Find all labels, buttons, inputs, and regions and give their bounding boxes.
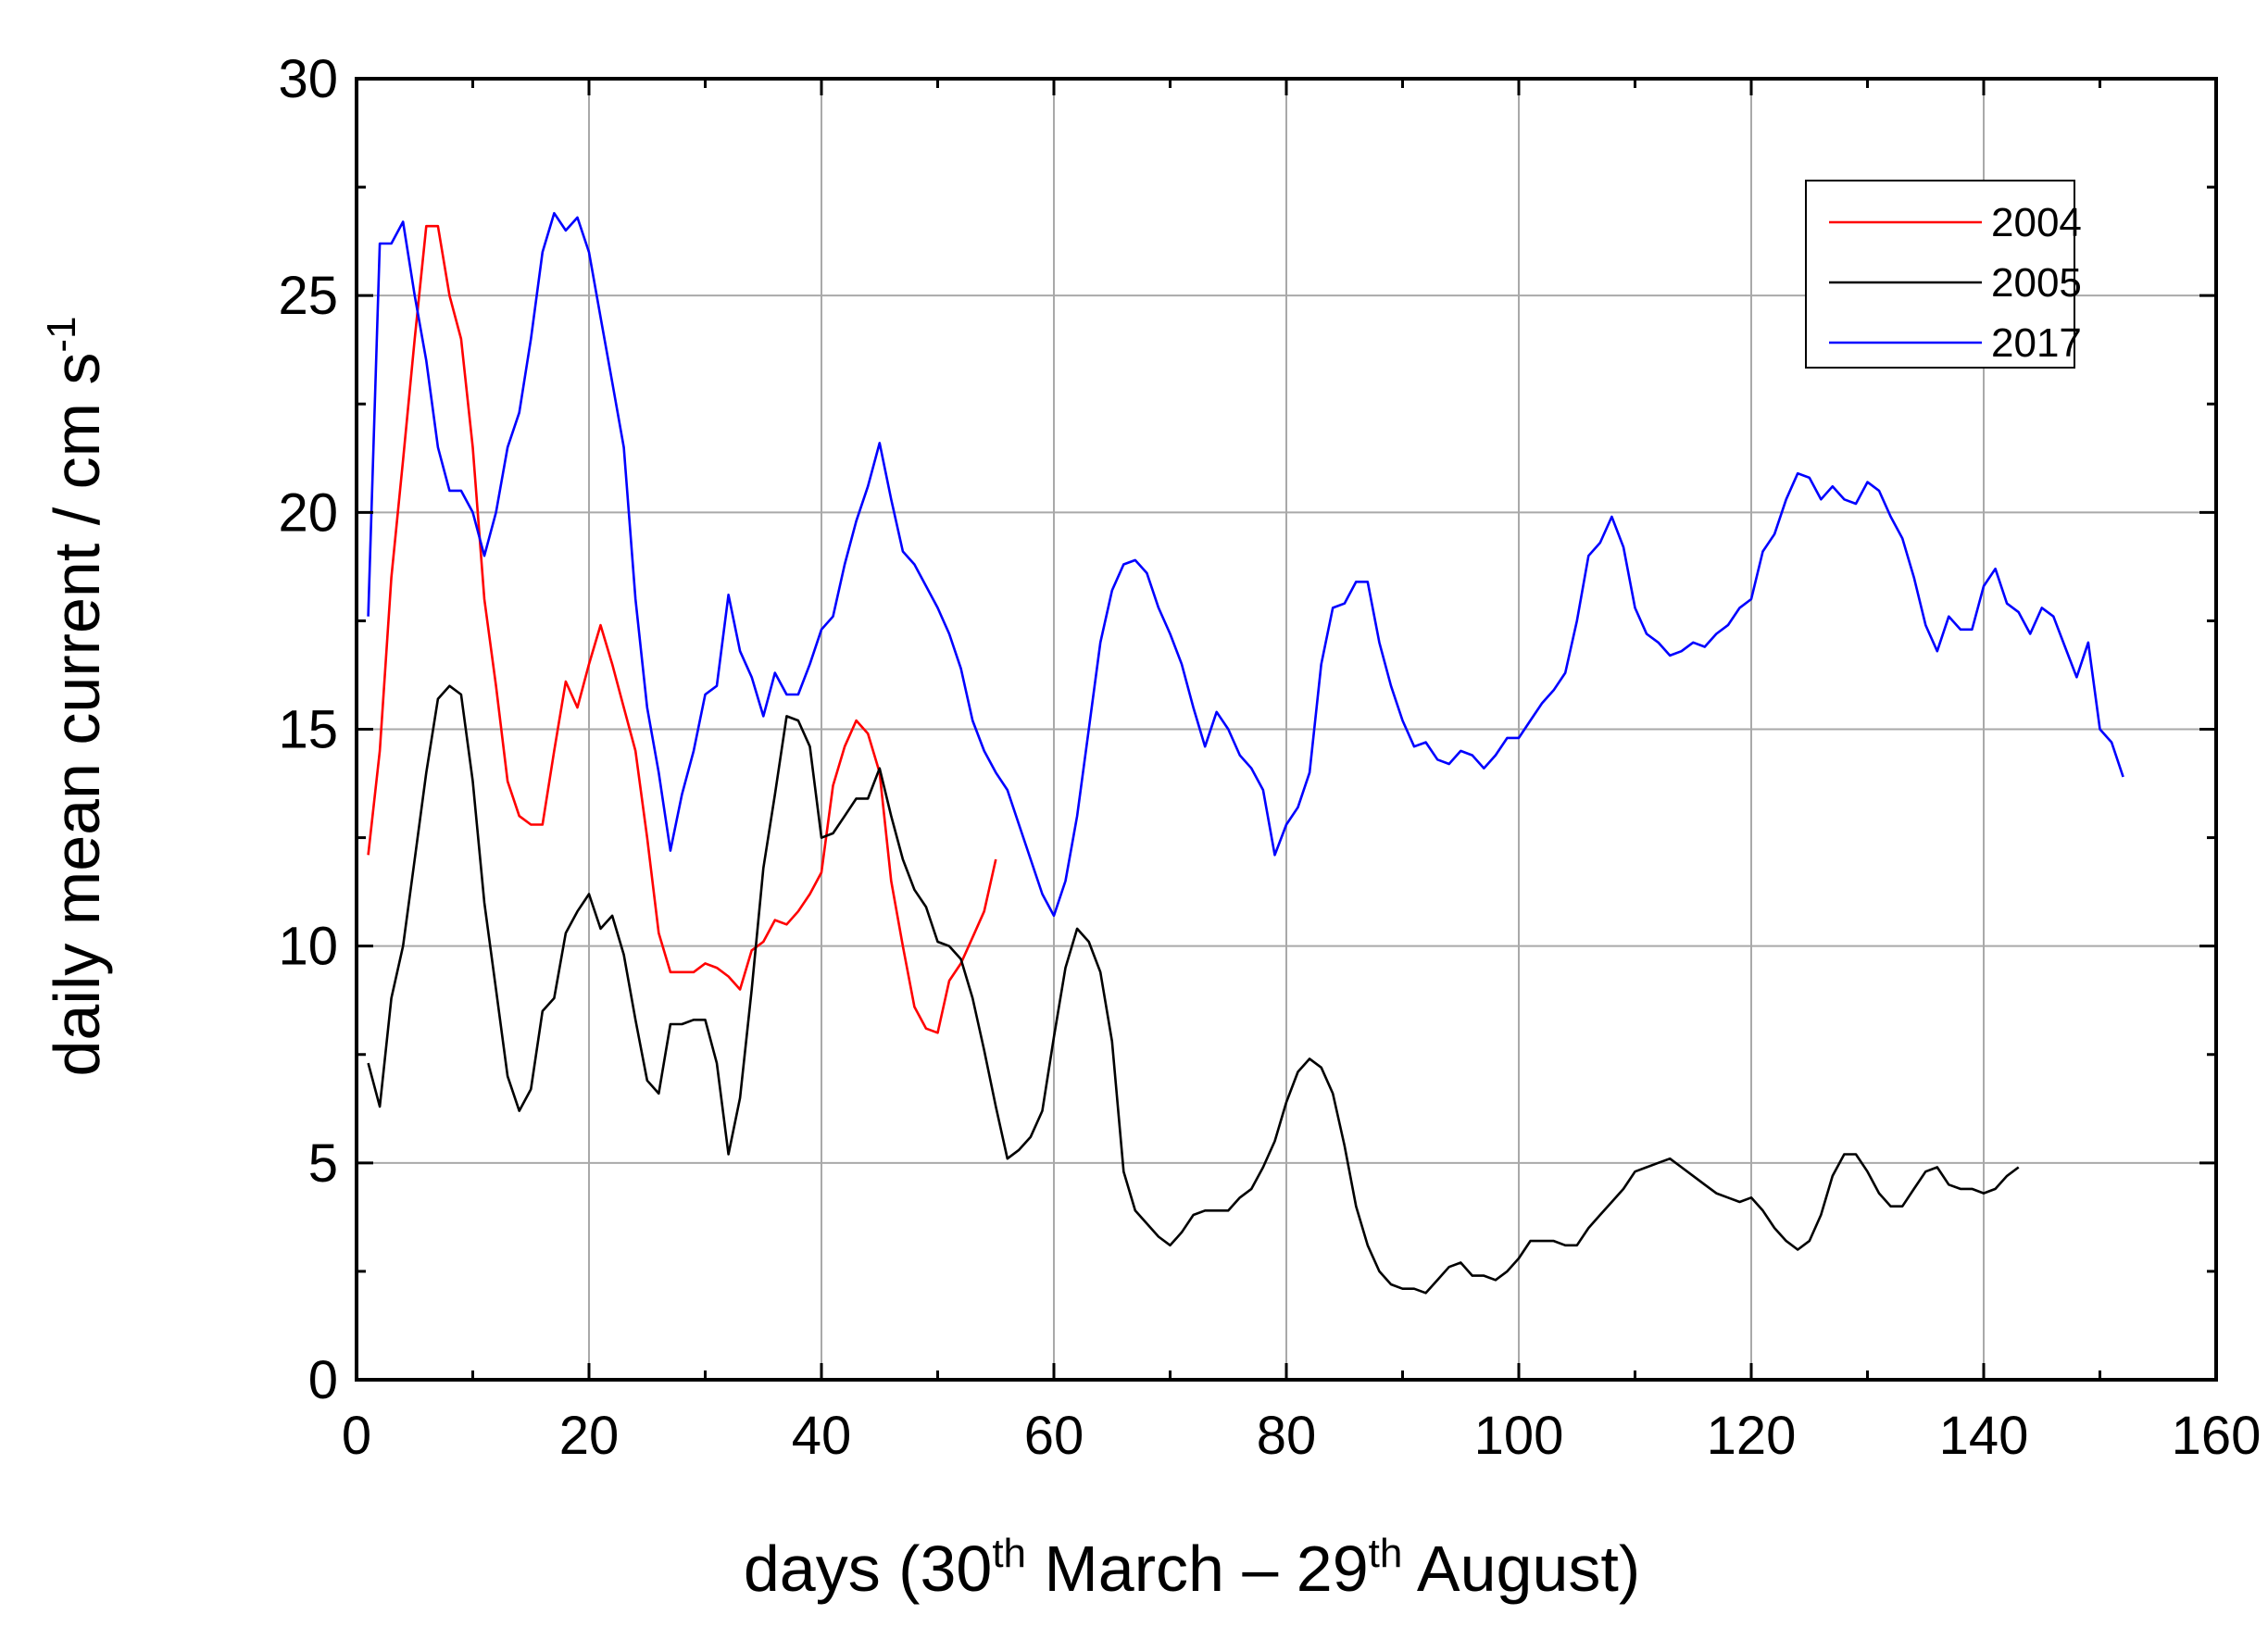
grid-lines (357, 79, 2216, 1380)
legend-box (1805, 180, 2075, 369)
legend: 2004 2005 2017 (1805, 180, 2082, 369)
x-tick-label: 60 (1024, 1406, 1084, 1466)
legend-label-2004: 2004 (1991, 200, 2082, 245)
series-group (367, 211, 2124, 1295)
y-tick-label: 20 (278, 482, 338, 543)
x-tick-label: 140 (1939, 1406, 2029, 1466)
y-tick-label: 5 (308, 1133, 338, 1194)
x-tick-label: 80 (1257, 1406, 1317, 1466)
x-tick-label: 20 (559, 1406, 620, 1466)
y-tick-label: 15 (278, 700, 338, 760)
x-tick-label: 160 (2172, 1406, 2262, 1466)
legend-label-2017: 2017 (1991, 320, 2082, 366)
series-line-2017 (367, 211, 2124, 918)
x-tick-label: 40 (792, 1406, 852, 1466)
y-tick-label: 10 (278, 917, 338, 977)
x-tick-label: 100 (1474, 1406, 1564, 1466)
tick-marks (355, 77, 2218, 1382)
x-axis-title: days (30th March – 29th August) (744, 1531, 1640, 1605)
y-axis-title: daily mean current / cm s-1 (39, 316, 113, 1076)
y-tick-label: 0 (308, 1350, 338, 1410)
y-tick-label: 25 (278, 266, 338, 326)
series-line-2004 (367, 224, 997, 1034)
x-tick-label: 0 (342, 1406, 371, 1466)
tick-labels: 0 20 40 60 80 100 120 140 160 0 5 10 15 20 25 30 (278, 49, 2261, 1466)
series-line-2005 (367, 684, 2020, 1295)
legend-label-2005: 2005 (1991, 260, 2082, 306)
x-tick-label: 120 (1707, 1406, 1797, 1466)
y-tick-label: 30 (278, 49, 338, 109)
